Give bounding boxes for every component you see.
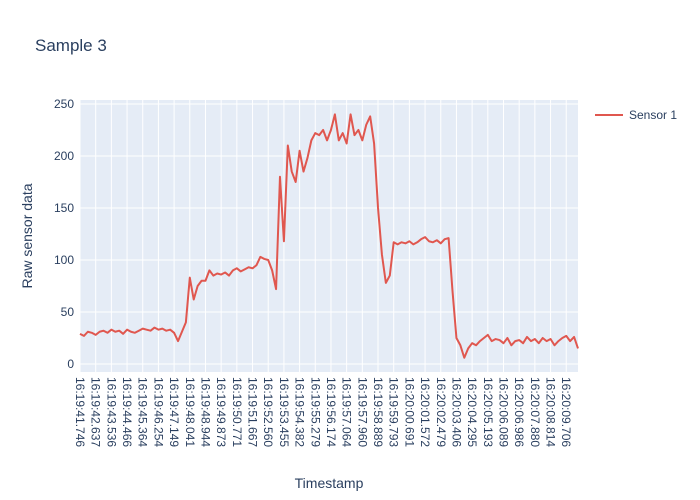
x-tick-label: 16:19:58.889	[371, 377, 385, 447]
x-tick-label: 16:19:48.041	[183, 377, 197, 447]
y-tick-label: 50	[61, 305, 75, 319]
x-tick-label: 16:19:57.064	[340, 377, 354, 447]
x-axis-title: Timestamp	[295, 475, 364, 491]
y-axis-title: Raw sensor data	[19, 183, 35, 288]
x-tick-label: 16:19:42.637	[89, 377, 103, 447]
chart-title: Sample 3	[35, 36, 107, 55]
x-tick-label: 16:19:54.382	[293, 377, 307, 447]
x-tick-label: 16:20:08.814	[544, 377, 558, 447]
line-series	[79, 113, 579, 359]
x-tick-label: 16:19:55.279	[308, 377, 322, 447]
x-tick-label: 16:19:45.364	[136, 377, 150, 447]
x-tick-label: 16:19:50.771	[230, 377, 244, 447]
x-tick-label: 16:19:46.254	[151, 377, 165, 447]
x-tick-label: 16:19:48.944	[198, 377, 212, 447]
x-tick-label: 16:19:56.174	[324, 377, 338, 447]
x-tick-label: 16:19:52.560	[261, 377, 275, 447]
x-tick-label: 16:20:04.295	[465, 377, 479, 447]
x-tick-label: 16:20:05.193	[481, 377, 495, 447]
y-tick-label: 200	[54, 149, 74, 163]
x-tick-label: 16:19:49.873	[214, 377, 228, 447]
x-tick-label: 16:19:44.466	[120, 377, 134, 447]
x-tick-label: 16:20:01.572	[418, 377, 432, 447]
x-tick-label: 16:20:06.089	[496, 377, 510, 447]
x-tick-label: 16:20:09.706	[559, 377, 573, 447]
x-tick-label: 16:19:41.746	[73, 377, 87, 447]
x-tick-label: 16:19:57.960	[355, 377, 369, 447]
x-tick-label: 16:20:06.986	[512, 377, 526, 447]
plot-area	[80, 100, 578, 372]
legend-label: Sensor 1	[629, 108, 677, 122]
y-tick-label: 100	[54, 253, 74, 267]
legend: Sensor 1	[595, 108, 677, 122]
y-tick-label: 250	[54, 97, 74, 111]
y-tick-label: 150	[54, 201, 74, 215]
x-tick-label: 16:19:47.149	[167, 377, 181, 447]
x-tick-label: 16:20:03.406	[449, 377, 463, 447]
x-tick-label: 16:20:02.479	[434, 377, 448, 447]
x-tick-label: 16:19:43.536	[104, 377, 118, 447]
x-tick-label: 16:19:53.455	[277, 377, 291, 447]
marks	[79, 113, 579, 359]
x-tick-label: 16:20:07.880	[528, 377, 542, 447]
x-tick-label: 16:20:00.691	[402, 377, 416, 447]
x-tick-label: 16:19:59.793	[387, 377, 401, 447]
y-tick-label: 0	[67, 357, 74, 371]
x-tick-label: 16:19:51.667	[246, 377, 260, 447]
